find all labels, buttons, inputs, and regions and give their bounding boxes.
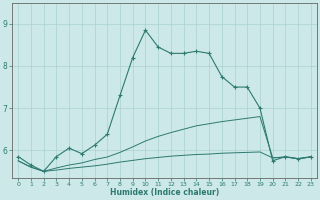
X-axis label: Humidex (Indice chaleur): Humidex (Indice chaleur) (110, 188, 219, 197)
